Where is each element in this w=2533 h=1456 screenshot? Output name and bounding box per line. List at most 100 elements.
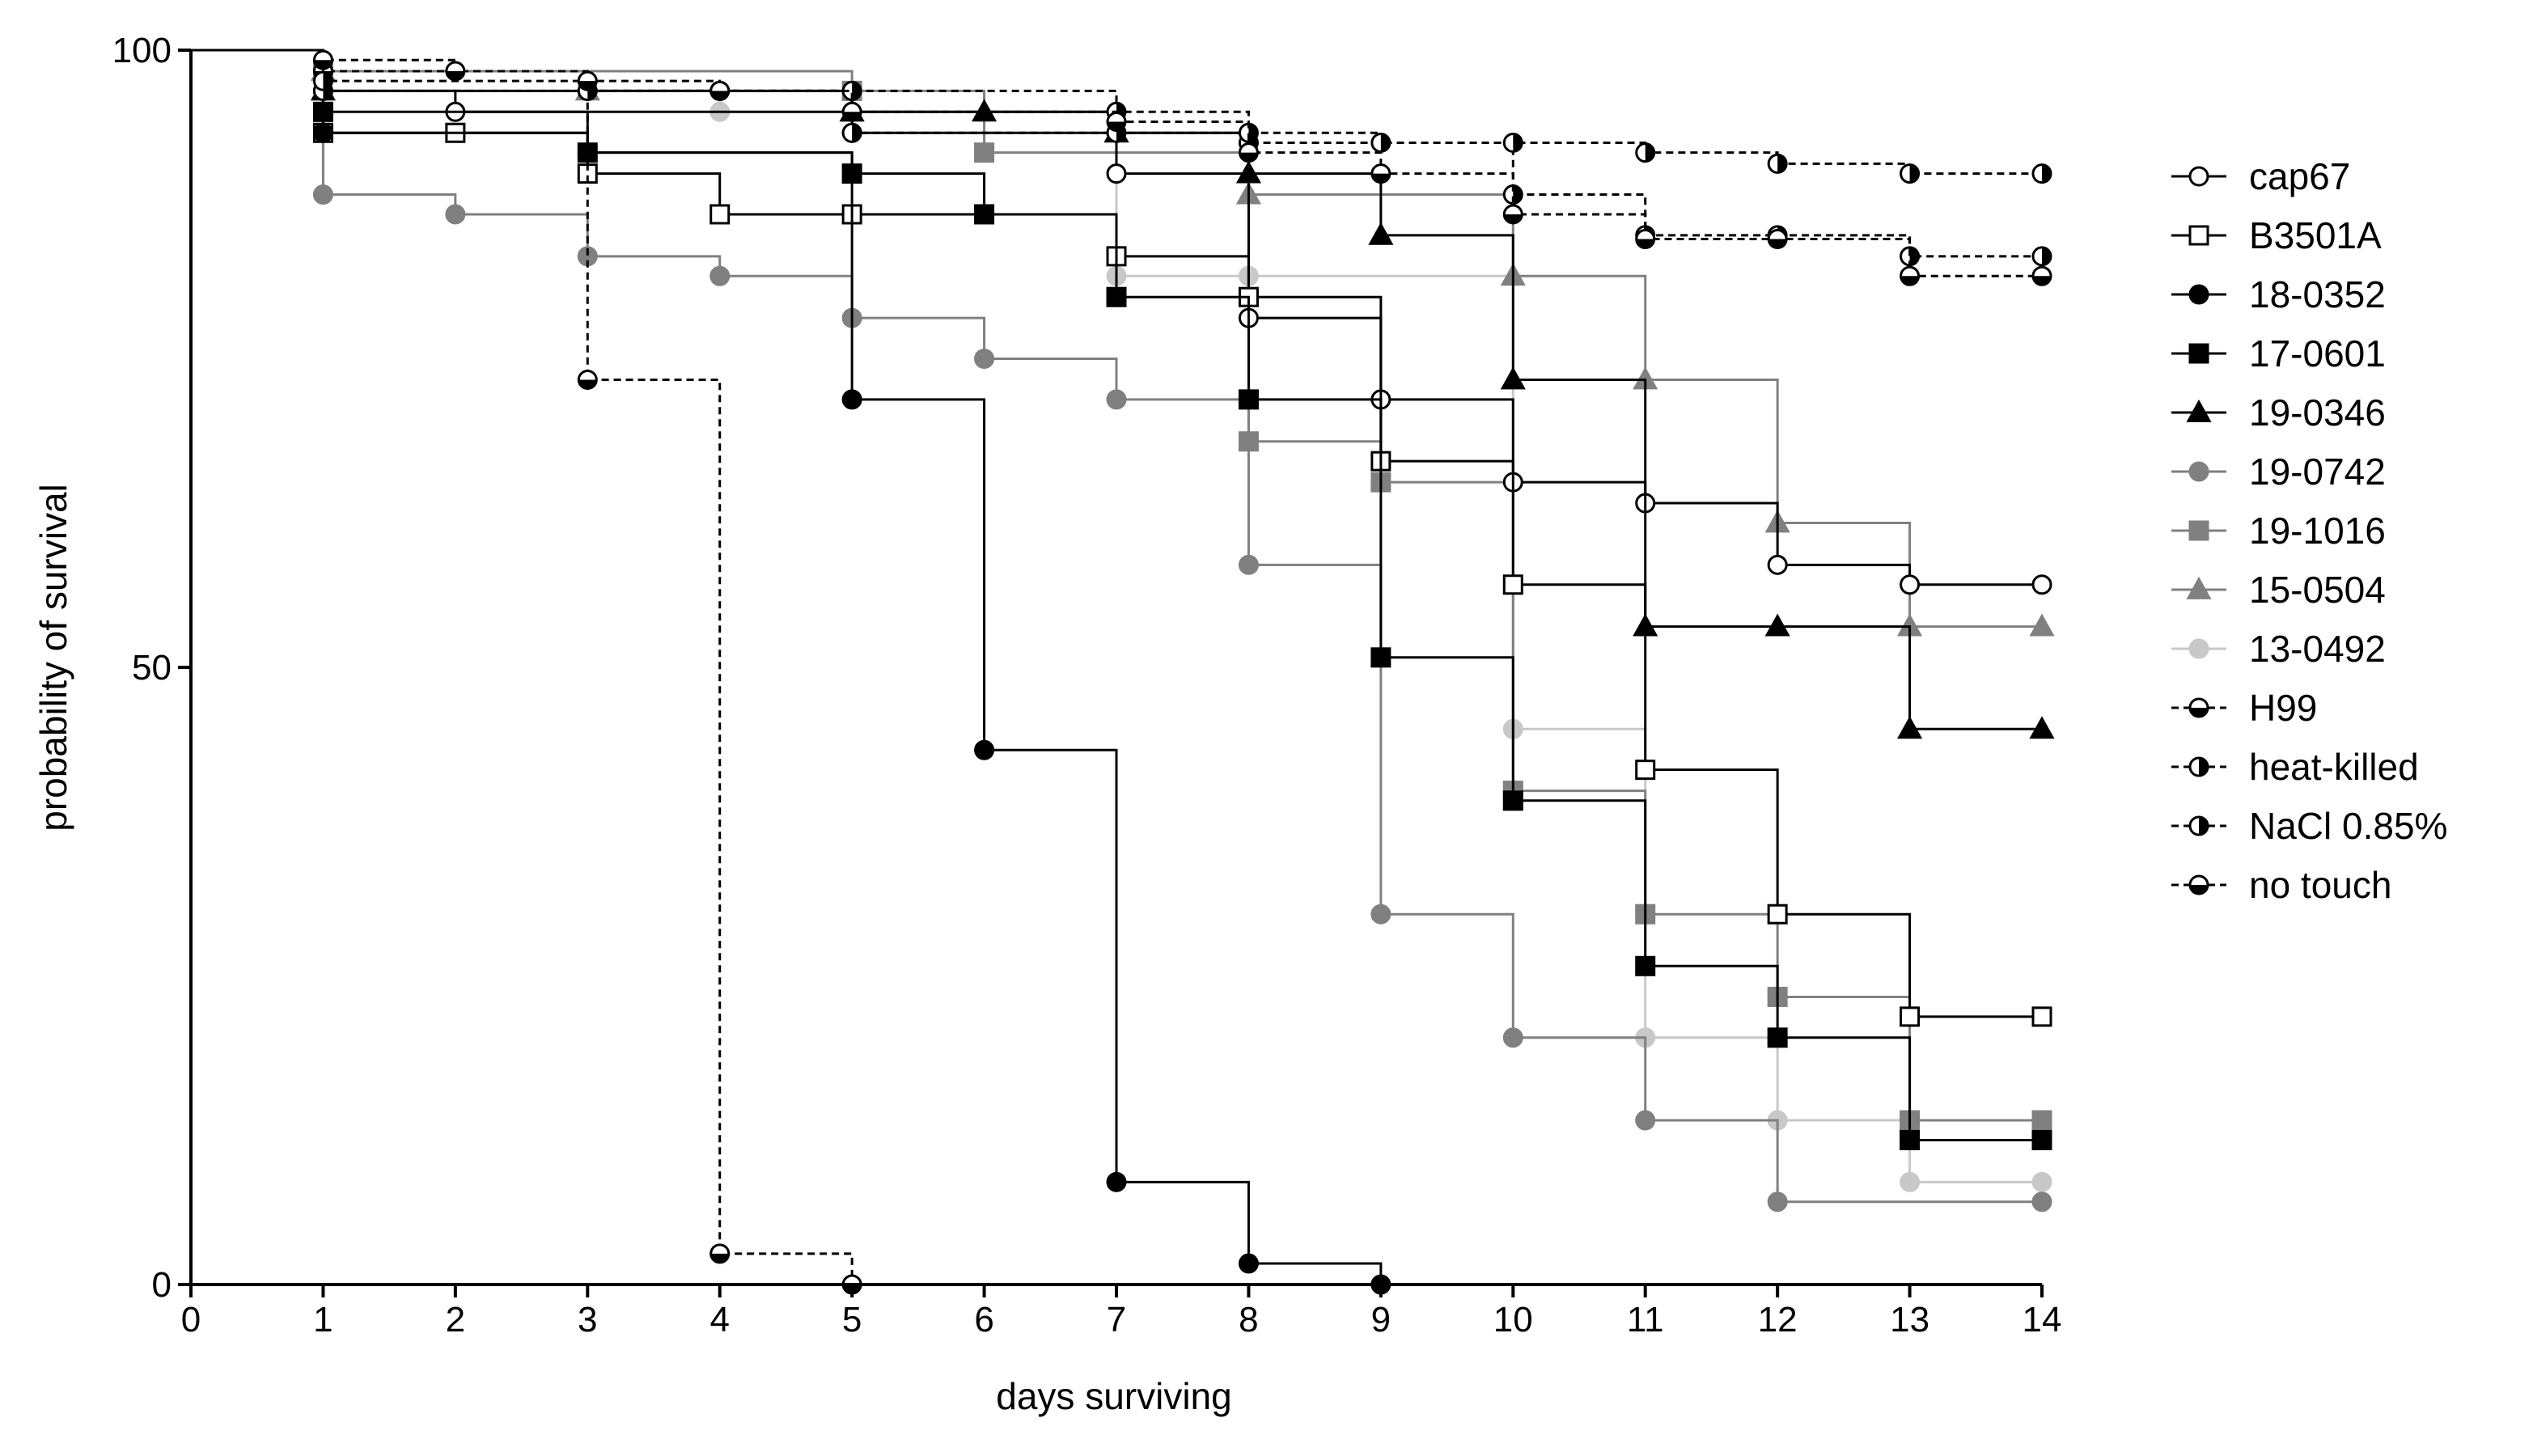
legend-label: 13-0492	[2249, 628, 2386, 670]
legend-label: 19-0346	[2249, 392, 2386, 434]
data-point	[1106, 163, 1127, 184]
data-point	[1235, 160, 1261, 184]
data-point	[1764, 613, 1790, 637]
legend-marker	[2188, 815, 2209, 836]
legend-item: no touch	[2171, 864, 2391, 906]
data-point	[841, 163, 862, 184]
legend-marker	[2188, 520, 2209, 541]
legend: cap67 B3501A 18-0352 17-0601 19-0346 19-0742 1…	[2171, 155, 2447, 906]
legend-label: cap67	[2249, 155, 2350, 197]
data-point	[312, 101, 333, 122]
legend-marker	[2188, 225, 2209, 246]
legend-item: 15-0504	[2171, 569, 2386, 611]
data-point	[1370, 647, 1391, 668]
data-point	[2029, 613, 2055, 637]
data-point	[1767, 904, 1788, 925]
data-point	[1368, 222, 1394, 245]
x-tick-label: 0	[181, 1300, 201, 1340]
data-point	[312, 184, 333, 205]
data-point	[1900, 574, 1921, 595]
data-point	[445, 204, 466, 225]
data-point	[312, 49, 333, 70]
data-point	[1106, 112, 1127, 133]
data-point	[974, 349, 995, 369]
data-point	[1502, 184, 1523, 205]
data-point	[1238, 431, 1259, 452]
legend-item: heat-killed	[2171, 746, 2419, 788]
legend-label: 15-0504	[2249, 569, 2386, 611]
data-point	[1635, 1110, 1656, 1131]
data-point	[1900, 1171, 1921, 1192]
series-line	[191, 49, 854, 1285]
data-point	[709, 1243, 731, 1264]
legend-item: B3501A	[2171, 214, 2382, 256]
series-13-0492	[191, 49, 2052, 1192]
data-point	[1238, 142, 1259, 163]
legend-marker	[2188, 461, 2209, 482]
x-tick-label: 2	[446, 1300, 465, 1340]
series-layer	[191, 49, 2055, 1295]
data-point	[312, 122, 333, 143]
data-point	[1502, 1027, 1523, 1048]
legend-item: 19-1016	[2171, 510, 2386, 552]
data-point	[1767, 228, 1788, 249]
data-point	[1238, 554, 1259, 575]
data-point	[841, 122, 862, 143]
data-point	[1370, 132, 1391, 153]
x-tick-label: 13	[1890, 1300, 1929, 1340]
legend-marker	[2188, 166, 2209, 187]
legend-item: 13-0492	[2171, 628, 2386, 670]
data-point	[974, 204, 995, 225]
data-point	[1767, 153, 1788, 174]
data-point	[709, 80, 731, 101]
data-point	[1238, 1253, 1259, 1274]
data-point	[1635, 760, 1656, 781]
data-point	[841, 101, 862, 122]
series-no-touch	[191, 49, 2052, 286]
y-tick-label: 100	[112, 31, 172, 70]
data-point	[1502, 790, 1523, 811]
legend-item: H99	[2171, 687, 2317, 729]
legend-label: 18-0352	[2249, 273, 2386, 315]
data-point	[2029, 716, 2055, 739]
x-tick-label: 4	[709, 1300, 729, 1340]
x-tick-label: 1	[313, 1300, 333, 1340]
data-point	[841, 389, 862, 410]
data-point	[2031, 265, 2052, 286]
x-axis-label: days surviving	[996, 1375, 1231, 1417]
data-point	[1635, 228, 1656, 249]
x-tick-label: 11	[1627, 1300, 1664, 1340]
legend-item: 19-0742	[2171, 451, 2386, 493]
legend-label: no touch	[2249, 864, 2391, 906]
data-point	[577, 369, 598, 390]
series-line	[191, 49, 1383, 1285]
series-cap67	[191, 49, 2052, 595]
data-point	[445, 61, 466, 82]
legend-item: 19-0346	[2171, 392, 2386, 434]
series-19-1016	[191, 49, 2052, 1131]
x-tick-label: 7	[1107, 1300, 1126, 1340]
data-point	[1370, 163, 1391, 184]
legend-marker	[2188, 343, 2209, 364]
data-point	[1370, 904, 1391, 925]
data-point	[974, 142, 995, 163]
legend-marker	[2186, 576, 2212, 599]
data-point	[1106, 389, 1127, 410]
x-tick-label: 10	[1493, 1300, 1533, 1340]
data-point	[1900, 1006, 1921, 1027]
data-point	[2031, 1171, 2052, 1192]
data-point	[1900, 1129, 1921, 1150]
data-point	[1238, 389, 1259, 410]
data-point	[1767, 1191, 1788, 1213]
data-point	[1767, 1027, 1788, 1048]
x-tick-label: 9	[1371, 1300, 1391, 1340]
data-point	[1897, 716, 1923, 739]
legend-label: 17-0601	[2249, 332, 2386, 375]
data-point	[1900, 163, 1921, 184]
data-point	[1635, 955, 1656, 976]
legend-marker	[2188, 284, 2209, 305]
data-point	[1767, 554, 1788, 575]
x-tick-label: 6	[974, 1300, 993, 1340]
series-line	[191, 49, 2042, 586]
